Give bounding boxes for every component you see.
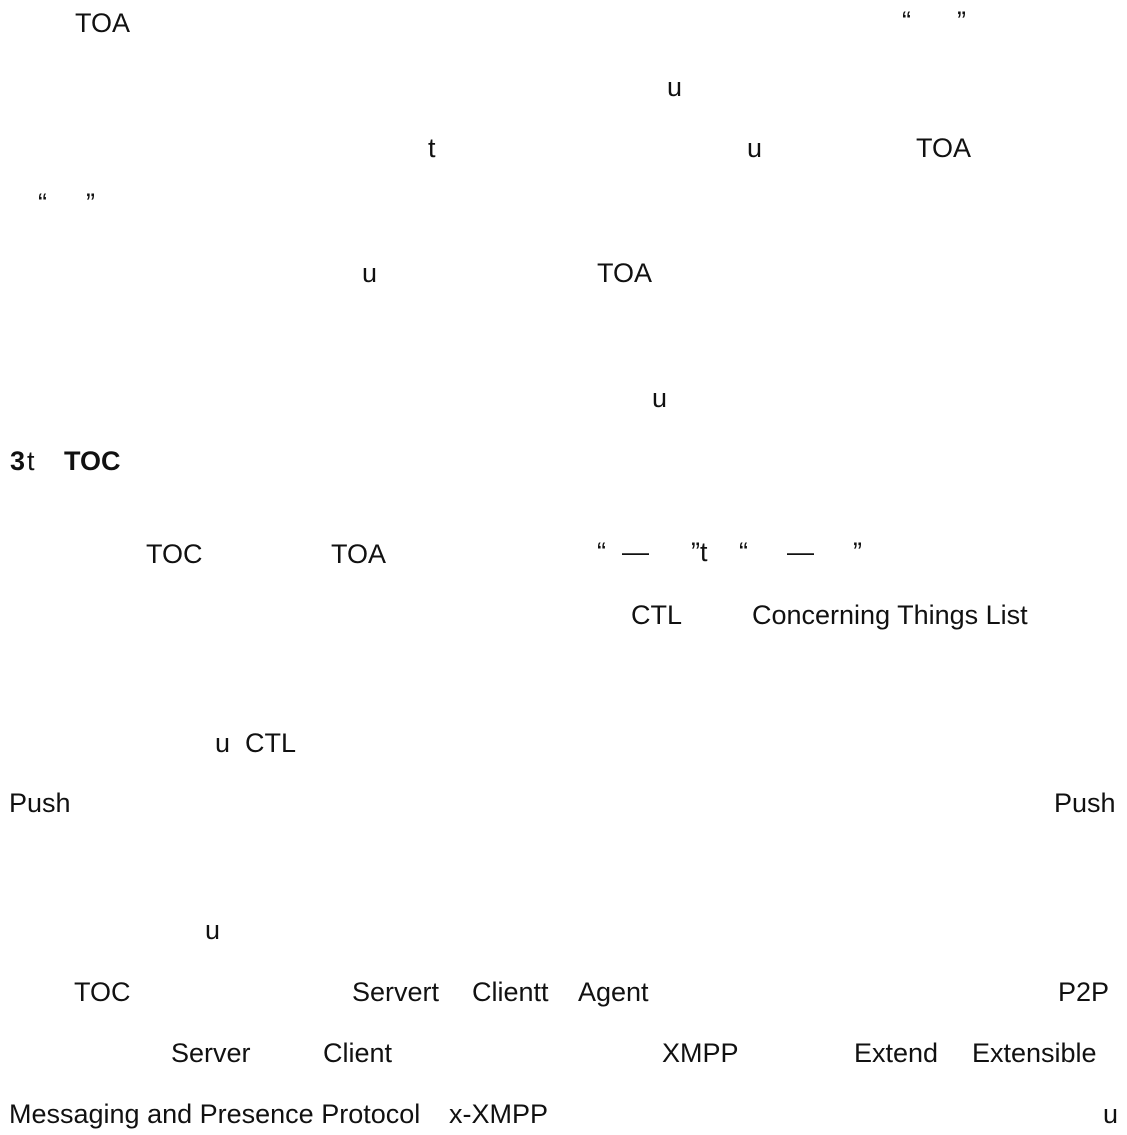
text-fragment: Server: [171, 1038, 251, 1068]
text-fragment: TOC: [146, 539, 203, 569]
text-fragment: ”: [957, 6, 966, 36]
text-fragment: TOA: [331, 539, 387, 569]
text-fragment: u: [215, 728, 231, 758]
text-fragment: Messaging and Presence Protocol: [9, 1099, 421, 1129]
text-fragment: Client: [323, 1038, 393, 1068]
text-fragment: Extensible: [972, 1038, 1097, 1068]
text-fragment: Extend: [854, 1038, 939, 1068]
text-fragment: ”: [853, 537, 862, 567]
text-fragment: u: [205, 915, 221, 945]
text-fragment: u: [362, 258, 378, 288]
text-fragment: Agent: [578, 977, 649, 1007]
text-fragment: Concerning Things List: [752, 600, 1028, 630]
text-fragment: TOA: [916, 133, 972, 163]
text-fragment: TOA: [597, 258, 653, 288]
section-heading-number: 3: [10, 446, 26, 476]
text-fragment: u: [667, 72, 683, 102]
text-fragment: CTL: [245, 728, 297, 758]
text-fragment: “: [902, 6, 911, 36]
text-fragment: TOC: [74, 977, 131, 1007]
text-fragment: TOA: [75, 8, 131, 38]
text-fragment: XMPP: [662, 1038, 739, 1068]
text-fragment: ”t: [691, 537, 708, 567]
text-fragment: Servert: [352, 977, 440, 1007]
text-fragment: Push: [9, 788, 71, 818]
text-fragment: Push: [1054, 788, 1116, 818]
text-fragment: “: [597, 537, 606, 567]
text-fragment: CTL: [631, 600, 683, 630]
text-fragment: x-XMPP: [449, 1099, 549, 1129]
text-fragment: Clientt: [472, 977, 549, 1007]
text-fragment: —: [622, 537, 649, 567]
text-fragment: t: [428, 133, 436, 163]
text-fragment: ”: [86, 188, 95, 218]
text-fragment: —: [787, 537, 814, 567]
text-fragment: “: [38, 188, 47, 218]
section-heading-separator: t: [27, 446, 35, 476]
section-heading-title: TOC: [64, 446, 121, 476]
text-fragment: u: [1103, 1099, 1119, 1129]
text-fragment: “: [739, 537, 748, 567]
text-fragment: P2P: [1058, 977, 1110, 1007]
text-fragment: u: [652, 383, 668, 413]
text-fragment: u: [747, 133, 763, 163]
